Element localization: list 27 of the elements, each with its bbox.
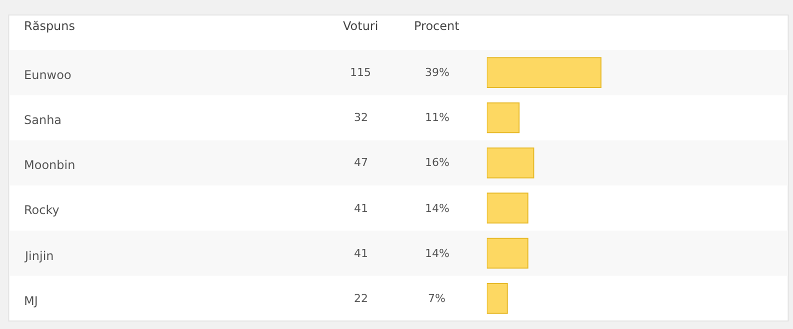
text: 32 — [354, 111, 368, 124]
data-label: 7% — [428, 292, 446, 305]
text: Răspuns — [24, 19, 76, 33]
y-tick-label: Moonbin — [24, 158, 76, 172]
y-tick-label: Rocky — [24, 203, 60, 217]
data-label: 39% — [425, 66, 450, 79]
bar — [486, 102, 520, 134]
text: Voturi — [343, 19, 378, 33]
text: Procent — [414, 19, 460, 33]
y-tick-label: MJ — [24, 294, 38, 308]
y-tick-label: Sanha — [24, 113, 62, 127]
bar — [486, 148, 534, 178]
text: 47 — [354, 156, 368, 169]
bar — [486, 192, 528, 224]
data-label: 16% — [425, 156, 450, 169]
data-label: 11% — [425, 111, 450, 124]
bar — [486, 57, 602, 88]
bar — [486, 283, 508, 314]
y-tick-label: Eunwoo — [24, 68, 72, 82]
data-label: 14% — [425, 247, 450, 260]
y-tick-label: Jinjin — [24, 249, 54, 263]
text: 41 — [354, 247, 368, 260]
text: 41 — [354, 202, 368, 215]
bar — [486, 238, 528, 269]
data-label: 14% — [425, 202, 450, 215]
text: 22 — [354, 292, 368, 305]
text: 115 — [350, 66, 371, 79]
